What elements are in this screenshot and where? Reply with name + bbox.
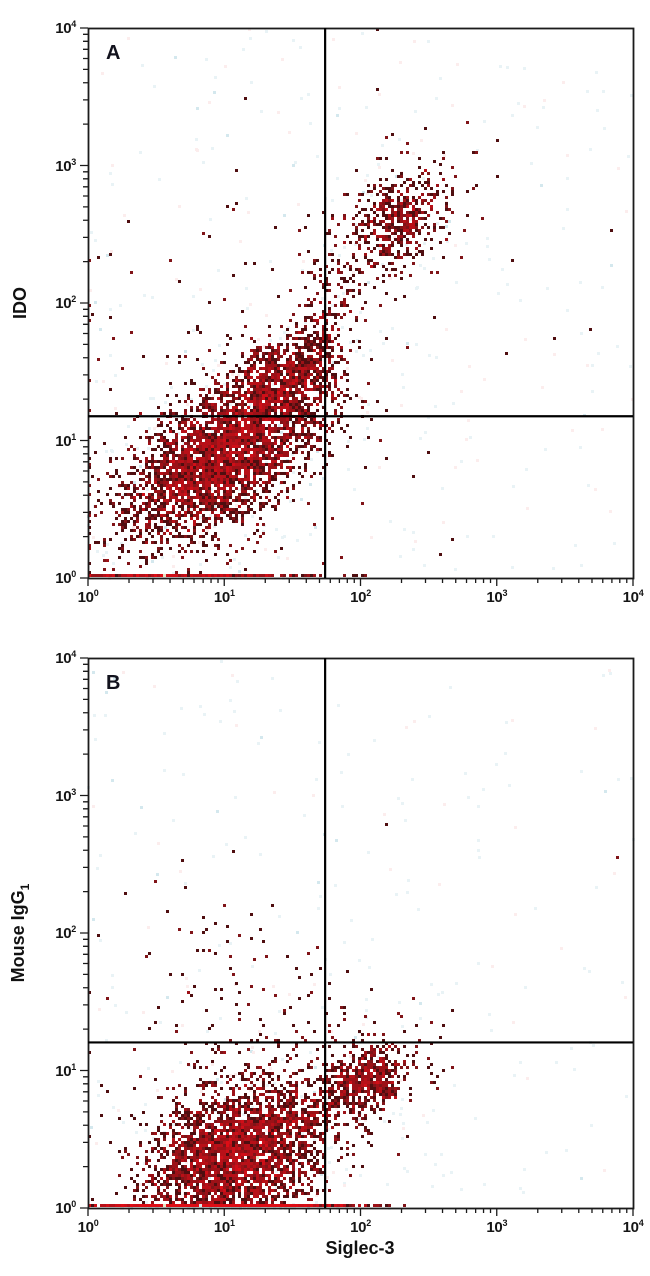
x-tick-label: 104 bbox=[622, 1218, 644, 1236]
x-tick-label: 102 bbox=[350, 588, 371, 606]
y-axis-title-mouse-igg1: Mouse IgG1 bbox=[8, 884, 32, 983]
panel-a-label: A bbox=[106, 42, 121, 64]
y-tick-label: 103 bbox=[55, 786, 76, 805]
x-axis-title-siglec3: Siglec-3 bbox=[325, 1238, 395, 1258]
y-axis-title-ido: IDO bbox=[10, 287, 34, 319]
y-tick-label: 101 bbox=[55, 1061, 76, 1080]
y-tick-label: 102 bbox=[55, 924, 76, 942]
x-tick-label: 101 bbox=[213, 588, 235, 606]
panel-b-label: B bbox=[106, 672, 121, 694]
x-tick-label: 100 bbox=[77, 588, 99, 606]
y-tick-label: 104 bbox=[55, 649, 76, 667]
y-tick-label: 103 bbox=[55, 156, 76, 175]
y-axis-title-mouse-igg1-text: Mouse IgG bbox=[8, 890, 29, 983]
y-tick-label: 104 bbox=[55, 19, 76, 37]
x-tick-label: 103 bbox=[486, 1218, 508, 1236]
y-tick-label: 100 bbox=[55, 569, 76, 587]
x-tick-label: 103 bbox=[486, 588, 508, 606]
x-tick-label: 100 bbox=[77, 1218, 99, 1236]
y-tick-label: 100 bbox=[55, 1199, 76, 1217]
x-tick-label: 102 bbox=[350, 1218, 371, 1236]
y-axis-title-mouse-igg1-subscript: 1 bbox=[17, 883, 32, 891]
x-tick-label: 104 bbox=[622, 588, 644, 606]
x-tick-label: 101 bbox=[213, 1218, 235, 1236]
y-tick-label: 102 bbox=[55, 294, 76, 312]
y-tick-label: 101 bbox=[55, 431, 76, 450]
y-axis-title-ido-text: IDO bbox=[10, 286, 31, 320]
